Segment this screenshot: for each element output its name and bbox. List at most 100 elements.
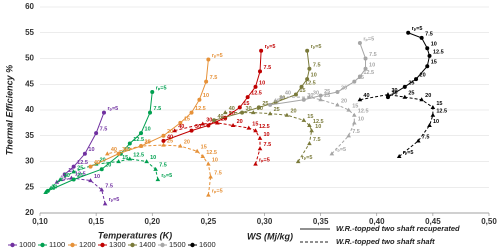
point-label: 7.5 xyxy=(352,129,360,135)
y-tick-label: 30 xyxy=(25,157,34,166)
point xyxy=(335,102,340,107)
point-label: 12.5 xyxy=(358,109,369,115)
point xyxy=(425,64,430,69)
point-label: 25 xyxy=(324,89,330,95)
point xyxy=(246,125,252,130)
point xyxy=(352,120,357,125)
legend-marker xyxy=(190,242,195,248)
legend-marker xyxy=(40,242,45,248)
point xyxy=(200,121,206,126)
x-tick-label: 0,35 xyxy=(313,217,329,226)
point xyxy=(258,69,263,74)
point-label: rₚ=5 xyxy=(265,44,276,50)
point-label: 20 xyxy=(341,98,347,104)
y-tick-label: 35 xyxy=(25,131,34,140)
point-label: 30 xyxy=(64,173,70,179)
point-label: 10 xyxy=(94,174,100,180)
point xyxy=(425,46,430,51)
point xyxy=(430,112,436,117)
x-tick-label: 0,20 xyxy=(144,217,160,226)
point-label: 12.5 xyxy=(75,171,86,177)
legend-label: 1100 xyxy=(49,240,65,249)
point xyxy=(172,128,177,133)
point-label: rₚ=5 xyxy=(302,155,313,161)
series-line xyxy=(281,96,355,155)
point-label: 25 xyxy=(408,91,414,97)
point-label: 40 xyxy=(49,186,55,192)
point-label: 20 xyxy=(105,163,111,169)
x-tick-label: 0,15 xyxy=(88,217,104,226)
point-label: 7.5 xyxy=(425,31,433,37)
point xyxy=(71,169,76,174)
point-label: 20 xyxy=(184,140,190,146)
point xyxy=(208,174,213,179)
point xyxy=(259,48,264,53)
point-label: 40 xyxy=(363,93,369,99)
point-label: 12.5 xyxy=(313,119,324,125)
point-label: 10 xyxy=(315,124,321,130)
point xyxy=(88,178,93,183)
point-label: 10 xyxy=(264,132,270,138)
point-label: 40 xyxy=(229,106,235,112)
point-label: 15 xyxy=(299,88,305,94)
point-label: 30 xyxy=(246,106,252,112)
point-label: 7.5 xyxy=(369,52,377,58)
point xyxy=(307,66,312,71)
point-label: rₚ=5 xyxy=(107,106,118,112)
point xyxy=(357,41,362,46)
point xyxy=(204,79,209,84)
point-label: 15 xyxy=(68,168,74,174)
y-tick-label: 55 xyxy=(25,28,34,37)
legend-style-label: W.R.-topped two shaft shaft xyxy=(336,237,435,246)
point-label: 40 xyxy=(178,124,184,130)
point-label: 40 xyxy=(285,91,291,97)
point-label: 20 xyxy=(420,73,426,79)
point xyxy=(43,190,48,194)
point xyxy=(352,112,357,117)
point-label: 20 xyxy=(237,119,243,125)
point-label: 12.5 xyxy=(251,91,262,97)
point xyxy=(307,94,312,99)
point xyxy=(253,128,258,133)
point xyxy=(245,95,250,100)
point-label: 30 xyxy=(206,117,212,123)
point-label: 10 xyxy=(145,127,151,133)
point xyxy=(253,161,258,166)
legend-marker xyxy=(100,242,105,248)
series-line xyxy=(47,91,153,192)
point xyxy=(273,100,278,105)
point-label: 7.5 xyxy=(154,106,162,112)
point xyxy=(329,151,335,156)
point xyxy=(301,117,307,122)
y-tick-label: 40 xyxy=(25,105,34,114)
point-label: 10 xyxy=(431,42,437,48)
point xyxy=(144,159,149,164)
point xyxy=(206,161,211,166)
point-label: 10 xyxy=(358,116,364,122)
point xyxy=(396,153,402,158)
legend-marker xyxy=(70,242,75,248)
point xyxy=(54,179,60,184)
x-tick-label: 0,45 xyxy=(425,217,441,226)
point-label: rₚ=5 xyxy=(403,150,414,156)
point-label: 12.5 xyxy=(363,70,374,76)
point xyxy=(335,89,340,94)
point xyxy=(318,93,323,98)
point-label: 20 xyxy=(279,96,285,102)
point-label: 40 xyxy=(274,98,280,104)
point-label: rₚ=5 xyxy=(161,173,172,179)
point-label: rₚ=5 xyxy=(156,85,167,91)
point xyxy=(153,166,158,171)
y-axis-title: Thermal Efficiency % xyxy=(4,65,14,155)
point xyxy=(307,141,312,146)
point-label: 20 xyxy=(167,129,173,135)
point xyxy=(161,133,166,138)
point-label: 7.5 xyxy=(105,183,113,189)
point-label: 30 xyxy=(391,88,397,94)
point-label: 30 xyxy=(195,124,201,130)
point xyxy=(363,66,368,71)
point xyxy=(206,192,211,197)
legend-label: 1400 xyxy=(139,240,156,249)
point xyxy=(406,30,411,35)
point-label: 25 xyxy=(262,101,268,107)
